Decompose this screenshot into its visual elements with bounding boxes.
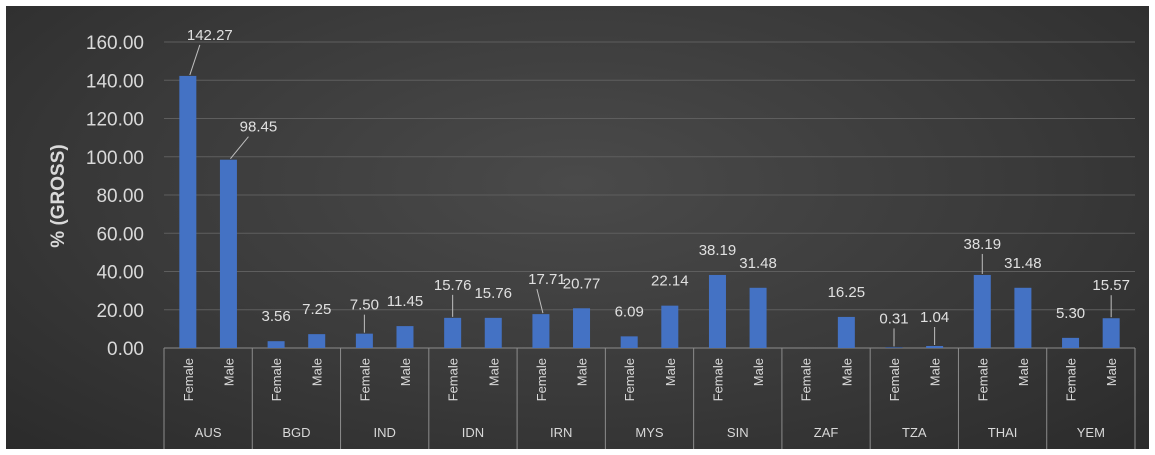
bar-mys-female bbox=[620, 336, 638, 348]
data-label: 98.45 bbox=[240, 119, 278, 136]
y-tick-label: 20.00 bbox=[96, 301, 144, 322]
bar-idn-female bbox=[444, 317, 462, 348]
bar-tza-female bbox=[885, 347, 903, 348]
data-label: 1.04 bbox=[920, 309, 949, 326]
x-category-label: Male bbox=[751, 358, 766, 386]
y-tick-label: 60.00 bbox=[96, 224, 144, 245]
data-label: 5.30 bbox=[1056, 305, 1085, 322]
x-category-label: Male bbox=[221, 358, 236, 386]
data-label: 31.48 bbox=[1004, 255, 1042, 272]
bar-chart: 0.00 20.00 40.00 60.00 80.00 100.00 120.00 140.… bbox=[48, 27, 1136, 449]
data-label: 7.25 bbox=[302, 301, 331, 318]
y-axis-title: % (GROSS) bbox=[48, 144, 69, 247]
data-label: 16.25 bbox=[828, 284, 866, 301]
y-tick-label: 100.00 bbox=[86, 148, 144, 169]
bar-thai-female bbox=[973, 274, 991, 348]
bar-mys-male bbox=[661, 305, 679, 348]
data-label: 15.76 bbox=[474, 285, 512, 302]
x-category-label: Female bbox=[887, 358, 902, 401]
data-label: 22.14 bbox=[651, 273, 689, 290]
x-category-label: Female bbox=[799, 358, 814, 401]
y-tick-label: 40.00 bbox=[96, 263, 144, 284]
data-label-leader bbox=[230, 136, 249, 160]
bar-yem-female bbox=[1062, 337, 1080, 348]
data-label: 0.31 bbox=[879, 310, 908, 327]
y-tick-label: 160.00 bbox=[86, 33, 144, 54]
data-label-leader bbox=[536, 289, 544, 314]
x-category-label: Female bbox=[975, 358, 990, 401]
x-group-label: IND bbox=[373, 425, 395, 440]
bar-ind-male bbox=[396, 326, 414, 348]
bar-sin-female bbox=[708, 274, 726, 348]
data-label: 142.27 bbox=[187, 27, 233, 44]
x-group-label: AUS bbox=[195, 425, 222, 440]
x-group-label: SIN bbox=[727, 425, 749, 440]
data-label: 6.09 bbox=[615, 303, 644, 320]
x-category-label: Female bbox=[1064, 358, 1079, 401]
data-label: 3.56 bbox=[262, 308, 291, 325]
data-label: 15.76 bbox=[434, 277, 472, 294]
x-category-label: Female bbox=[710, 358, 725, 401]
data-label-leader bbox=[189, 44, 201, 76]
bar-zaf-male bbox=[837, 316, 855, 348]
x-group-label: YEM bbox=[1077, 425, 1105, 440]
y-tick-label: 0.00 bbox=[107, 339, 144, 360]
bar-bgd-male bbox=[308, 334, 326, 348]
x-category-label: Male bbox=[663, 358, 678, 386]
bar-sin-male bbox=[749, 287, 767, 348]
data-label: 15.57 bbox=[1092, 277, 1130, 294]
y-tick-label: 120.00 bbox=[86, 110, 144, 131]
data-label: 38.19 bbox=[699, 242, 737, 259]
x-group-label: MYS bbox=[635, 425, 664, 440]
data-label: 11.45 bbox=[387, 293, 423, 310]
x-category-label: Female bbox=[446, 358, 461, 401]
chart-area: 0.00 20.00 40.00 60.00 80.00 100.00 120.00 140.… bbox=[6, 6, 1149, 449]
bar-aus-male bbox=[219, 159, 237, 348]
x-group-label: IDN bbox=[462, 425, 484, 440]
bar-yem-male bbox=[1102, 318, 1120, 348]
x-category-label: Female bbox=[269, 358, 284, 401]
bar-bgd-female bbox=[267, 341, 285, 348]
x-group-label: ZAF bbox=[814, 425, 839, 440]
bar-ind-female bbox=[355, 333, 373, 348]
bar-idn-male bbox=[484, 317, 502, 348]
data-label: 20.77 bbox=[563, 275, 601, 292]
data-label: 31.48 bbox=[739, 255, 777, 272]
bar-irn-male bbox=[573, 308, 591, 348]
x-category-label: Male bbox=[928, 358, 943, 386]
data-label: 38.19 bbox=[964, 236, 1002, 253]
x-group-label: THAI bbox=[988, 425, 1018, 440]
x-category-label: Male bbox=[1016, 358, 1031, 386]
x-group-label: TZA bbox=[902, 425, 927, 440]
bar-tza-male bbox=[926, 346, 944, 348]
x-category-label: Male bbox=[575, 358, 590, 386]
bar-aus-female bbox=[179, 75, 197, 348]
x-category-label: Male bbox=[486, 358, 501, 386]
x-category-label: Male bbox=[1104, 358, 1119, 386]
y-tick-label: 140.00 bbox=[86, 71, 144, 92]
bar-irn-female bbox=[532, 314, 550, 348]
x-category-label: Male bbox=[310, 358, 325, 386]
data-label: 7.50 bbox=[350, 297, 379, 314]
y-tick-label: 80.00 bbox=[96, 186, 144, 207]
x-category-label: Female bbox=[357, 358, 372, 401]
x-category-label: Male bbox=[839, 358, 854, 386]
bar-thai-male bbox=[1014, 287, 1032, 348]
x-category-label: Female bbox=[622, 358, 637, 401]
x-group-label: IRN bbox=[550, 425, 572, 440]
x-category-label: Female bbox=[181, 358, 196, 401]
x-category-label: Female bbox=[534, 358, 549, 401]
x-group-label: BGD bbox=[282, 425, 310, 440]
data-label: 17.71 bbox=[528, 271, 566, 288]
x-category-label: Male bbox=[398, 358, 413, 386]
